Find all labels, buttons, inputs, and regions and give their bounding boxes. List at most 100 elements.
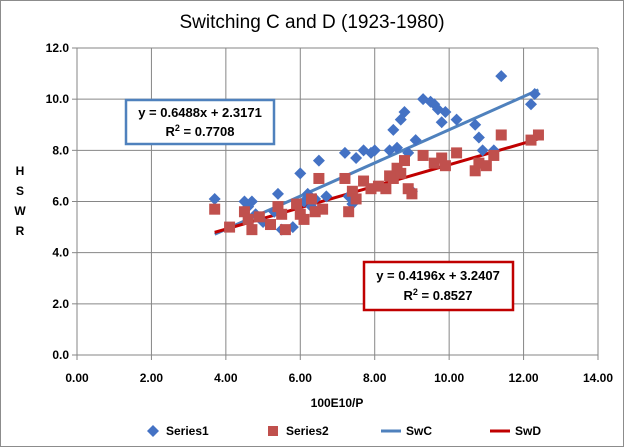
series1-point <box>439 105 452 118</box>
y-tick-label: 12.0 <box>46 41 70 55</box>
series2-point <box>224 221 236 233</box>
series2-point <box>480 160 492 172</box>
x-tick-label: 0.00 <box>65 371 89 385</box>
series2-point <box>380 183 392 195</box>
series2-point <box>276 208 288 220</box>
series2-point <box>350 193 362 205</box>
y-tick-label: 4.0 <box>52 246 69 260</box>
legend-series1-label: Series1 <box>166 424 209 438</box>
swc-r2-sup: 2 <box>175 123 180 133</box>
legend: Series1 Series2 SwC SwD <box>147 424 541 438</box>
swd-r2: R2 = 0.8527 <box>404 287 473 303</box>
legend-series2-label: Series2 <box>286 424 329 438</box>
y-axis-label-char: S <box>16 184 24 198</box>
trendline-swc <box>214 88 540 236</box>
y-tick-label: 8.0 <box>52 143 69 157</box>
series2-point <box>365 183 377 195</box>
x-tick-label: 10.00 <box>434 371 464 385</box>
y-tick-label: 6.0 <box>52 195 69 209</box>
series2-point <box>246 224 258 236</box>
series1-point <box>398 105 411 118</box>
series2-point <box>451 147 463 159</box>
swc-r2-value: = 0.7708 <box>180 124 235 139</box>
series1-point <box>528 88 541 101</box>
series1-point <box>469 118 482 131</box>
series2-point <box>279 224 291 236</box>
tick-labels: 0.0 2.0 4.0 6.0 8.0 10.0 12.0 0.00 2.00 4.00 6.00 8… <box>46 41 614 385</box>
series2-point <box>313 172 325 184</box>
x-tick-label: 8.00 <box>363 371 387 385</box>
swd-equation-box <box>362 260 515 312</box>
series1-point <box>387 123 400 136</box>
series2-point <box>436 152 448 164</box>
y-tick-label: 2.0 <box>52 297 69 311</box>
series2-point <box>469 165 481 177</box>
series2-point <box>495 129 507 141</box>
swd-r2-sup: 2 <box>413 287 418 297</box>
x-tick-label: 2.00 <box>140 371 164 385</box>
series2-point <box>406 188 418 200</box>
chart-title: Switching C and D (1923-1980) <box>179 12 444 33</box>
series1-point <box>525 98 538 111</box>
series2-point <box>265 219 277 231</box>
y-axis-label-char: H <box>16 164 25 178</box>
series1-point <box>476 144 489 157</box>
series2-point <box>209 203 221 215</box>
y-axis-label-char: W <box>14 204 26 218</box>
series1-point <box>472 131 485 144</box>
swc-r2: R2 = 0.7708 <box>166 123 235 139</box>
series2-point <box>428 157 440 169</box>
x-tick-label: 6.00 <box>289 371 313 385</box>
series2-point <box>343 206 355 218</box>
series1-point <box>245 195 258 208</box>
series2-point <box>395 167 407 179</box>
series2-point <box>398 155 410 167</box>
x-tick-label: 4.00 <box>214 371 238 385</box>
series1-point <box>294 167 307 180</box>
series1-point <box>271 187 284 200</box>
series2-point <box>346 185 358 197</box>
series2-point <box>372 180 384 192</box>
series2-point <box>473 157 485 169</box>
series2-point <box>317 203 329 215</box>
series2-point <box>387 172 399 184</box>
series1-point <box>350 152 363 165</box>
series2-point <box>339 172 351 184</box>
series2-point <box>238 206 250 218</box>
series2-point <box>532 129 544 141</box>
x-tick-label: 14.00 <box>583 371 613 385</box>
series2-point <box>488 149 500 161</box>
series2-point <box>305 193 317 205</box>
x-tick-label: 12.00 <box>509 371 539 385</box>
series2-point <box>298 213 310 225</box>
swd-r2-value: = 0.8527 <box>418 288 473 303</box>
y-axis-label-char: R <box>16 224 25 238</box>
legend-swc-label: SwC <box>406 424 432 438</box>
swc-equation: y = 0.6488x + 2.3171 <box>138 105 262 120</box>
legend-series2-square <box>268 426 278 436</box>
series1-point <box>391 141 404 154</box>
series1-point <box>495 70 508 83</box>
series2-point <box>525 134 537 146</box>
series1-point <box>312 154 325 167</box>
series2-point <box>253 211 265 223</box>
series2-point <box>242 213 254 225</box>
series1-point <box>208 192 221 205</box>
series2-point <box>309 206 321 218</box>
series1-point <box>338 146 351 159</box>
series1-point <box>450 113 463 126</box>
series1-point <box>368 144 381 157</box>
swd-equation: y = 0.4196x + 3.2407 <box>376 268 500 283</box>
y-tick-label: 0.0 <box>52 348 69 362</box>
series1-point <box>320 190 333 203</box>
legend-series1-diamond <box>147 425 159 437</box>
series2-point <box>358 175 370 187</box>
swd-r2-label: R <box>404 288 414 303</box>
x-axis-label: 100E10/P <box>311 396 364 410</box>
series1-point <box>435 116 448 129</box>
series2-point <box>417 149 429 161</box>
series2-point <box>272 201 284 213</box>
